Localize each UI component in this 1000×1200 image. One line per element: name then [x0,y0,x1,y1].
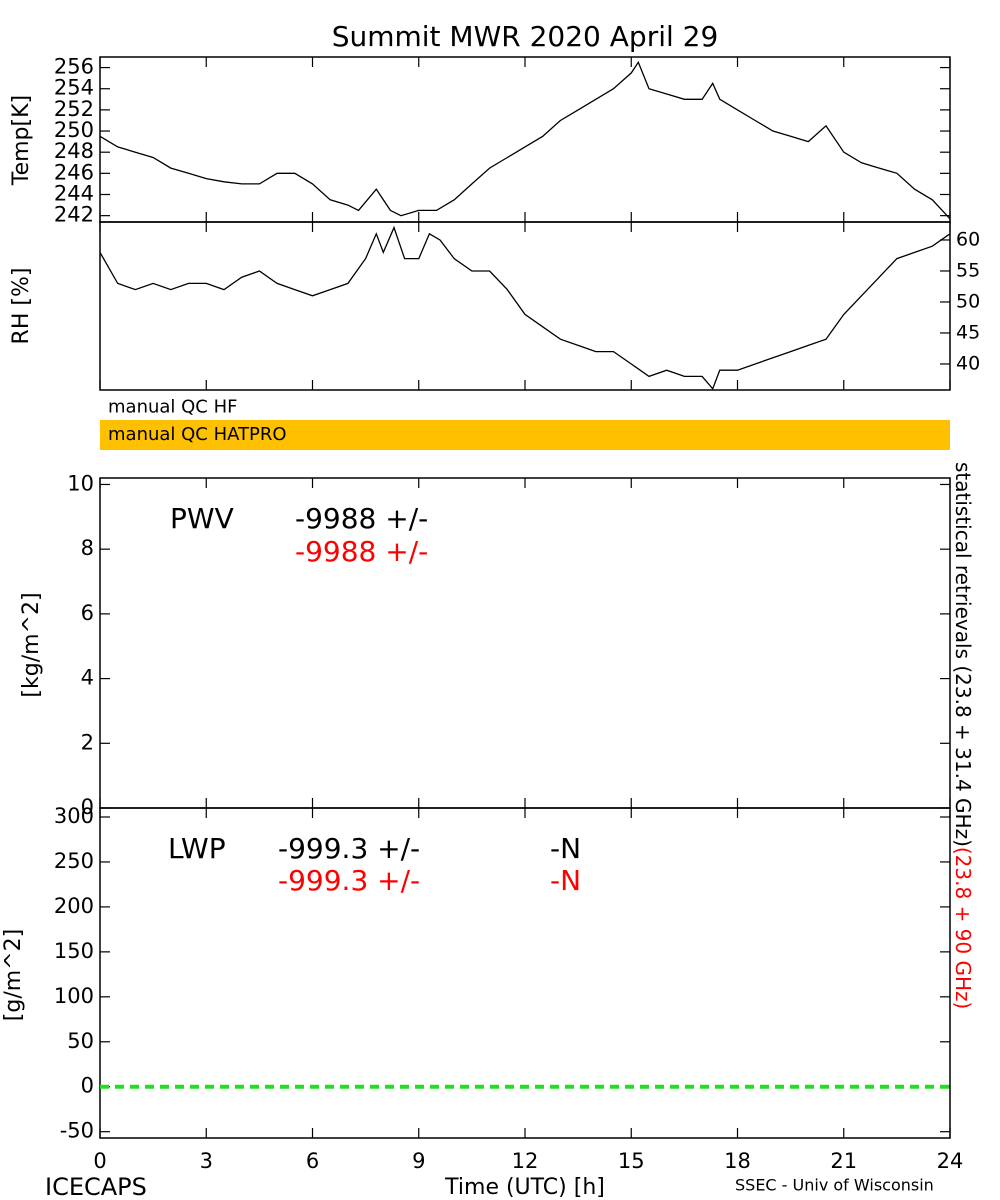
x-tick-label: 18 [724,1149,751,1173]
x-tick-label: 21 [830,1149,857,1173]
y-tick-label: 252 [54,97,94,121]
y-tick-label: 6 [81,601,94,625]
y-tick-label: 50 [67,1029,94,1053]
x-tick-label: 15 [618,1149,645,1173]
y-tick-label: 242 [54,203,94,227]
y2-tick-label: 40 [956,352,980,374]
annotation: LWP [168,832,226,865]
x-tick-label: 3 [200,1149,213,1173]
y-tick-label: 8 [81,536,94,560]
side-label-black: statistical retrievals (23.8 + 31.4 GHz) [952,462,976,847]
x-tick-label: 0 [93,1149,106,1173]
chart-title: Summit MWR 2020 April 29 [332,20,719,53]
footer-left: ICECAPS [45,1173,147,1200]
y-tick-label: -50 [60,1119,94,1143]
annotation: -N [550,864,581,897]
y-tick-label: 10 [67,471,94,495]
y2-tick-label: 55 [956,259,980,281]
side-label: statistical retrievals (23.8 + 31.4 GHz)… [952,462,976,1009]
y-tick-label: 248 [54,139,94,163]
annotation: -999.3 +/- [278,832,420,865]
y-tick-label: 246 [54,160,94,184]
annotation: -9988 +/- [295,535,428,568]
y2-tick-label: 60 [956,228,980,250]
y-tick-label: 4 [81,666,94,690]
annotation: -N [550,832,581,865]
y-tick-label: 2 [81,730,94,754]
x-tick-label: 24 [937,1149,964,1173]
y-tick-label: 200 [54,894,94,918]
y-tick-label: 0 [81,795,94,819]
qc-label: manual QC HF [108,397,237,418]
plot-frame [99,221,951,391]
y-axis-label: RH [%] [9,268,34,345]
footer-right: SSEC - Univ of Wisconsin [735,1176,934,1195]
y-axis-label: Temp[K] [9,95,34,186]
x-tick-label: 6 [306,1149,319,1173]
annotation: -999.3 +/- [278,864,420,897]
y-axis-label: [g/m^2] [1,929,26,1021]
y-tick-label: 250 [54,849,94,873]
data-line [99,60,951,220]
y2-tick-label: 45 [956,321,980,343]
qc-bar [100,397,950,418]
y-tick-label: 150 [54,939,94,963]
side-label-red: (23.8 + 90 GHz) [952,847,976,1009]
x-axis-label: Time (UTC) [h] [444,1175,605,1200]
qc-bar [100,420,950,450]
y-tick-label: 300 [54,804,94,828]
data-line [99,225,951,391]
y2-tick-label: 50 [956,290,980,312]
annotation: PWV [170,502,234,535]
annotation: -9988 +/- [295,502,428,535]
y-tick-label: 254 [54,76,94,100]
y-tick-label: 0 [81,1074,94,1098]
x-tick-label: 12 [512,1149,539,1173]
y-tick-label: 100 [54,984,94,1008]
y-tick-label: 256 [54,55,94,79]
plot-frame [99,56,951,223]
y-axis-label: [kg/m^2] [19,592,44,697]
y-tick-label: 244 [54,182,94,206]
qc-label: manual QC HATPRO [108,424,287,445]
x-tick-label: 9 [412,1149,425,1173]
y-tick-label: 250 [54,118,94,142]
